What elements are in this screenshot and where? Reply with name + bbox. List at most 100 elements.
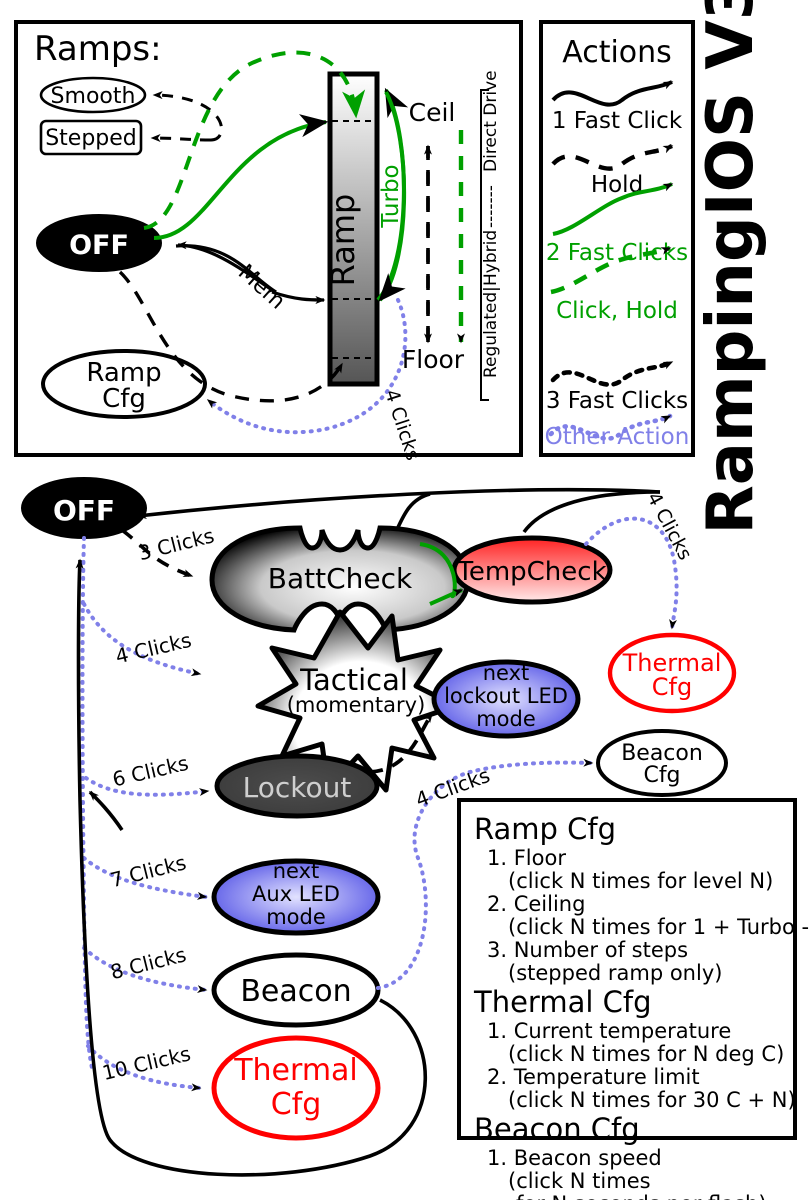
node-next-aux-led-line2: Aux LED [252, 882, 340, 906]
node-thermal-cfg-top-line1: Thermal [622, 649, 722, 677]
edge-turbo-down [378, 91, 407, 302]
node-beacon-cfg[interactable] [596, 729, 728, 797]
node-thermal-cfg-bottom-line1: Thermal [233, 1053, 358, 1088]
node-thermal-cfg-bottom[interactable] [211, 1035, 381, 1141]
edge-label-6clicks: 6 Clicks [110, 751, 191, 792]
drive-separator: | [481, 286, 501, 292]
node-next-lockout-led-line3: mode [476, 707, 536, 731]
node-beacon[interactable] [211, 952, 381, 1028]
edge-label-4clicks-ramp: 4 Clicks [380, 387, 424, 464]
edge-label-8clicks: 8 Clicks [108, 942, 189, 984]
node-tempcheck-label: TempCheck [456, 557, 606, 587]
node-off-ramps[interactable] [36, 214, 162, 272]
edge-off-to-lockout [84, 776, 210, 797]
actions-heading: Actions [562, 35, 672, 70]
cfg-heading-1: Thermal Cfg [473, 985, 652, 1019]
ramp-bar [327, 71, 380, 387]
cfg-heading-2: Beacon Cfg [474, 1112, 640, 1146]
node-off-main-label: OFF [53, 494, 115, 527]
node-battcheck-label: BattCheck [268, 562, 413, 595]
edge-beacon-to-beacon-cfg [376, 758, 594, 990]
edge-mem-to-ramp [271, 290, 326, 304]
cfg-sub-1-0: (click N times for N deg C) [508, 1042, 784, 1066]
cfg-box-content: Ramp Cfg 1. Floor (click N times for lev… [473, 812, 812, 1200]
node-next-aux-led-line1: next [273, 859, 320, 883]
edge-label-10clicks: 10 Clicks [100, 1041, 193, 1085]
ramps-heading: Ramps: [34, 29, 162, 69]
drive-scale-bracket [480, 89, 489, 401]
edge-label-4clicks-beacon: 4 Clicks [412, 763, 493, 812]
edge-bottom-return-to-off [75, 558, 428, 1177]
action-squiggle-5 [550, 359, 675, 387]
node-next-aux-led-line3: mode [266, 905, 326, 929]
action-squiggle-3 [552, 182, 674, 236]
edge-off-to-aux-led [82, 856, 208, 900]
drive-label-direct-drive: Direct Drive [481, 70, 501, 172]
cfg-item-0-1: 2. Ceiling [487, 892, 585, 916]
edge-label-4clicks-thermal: 4 Clicks [642, 489, 696, 564]
edge-off-to-tactical [82, 602, 202, 677]
cfg-heading-0: Ramp Cfg [474, 812, 616, 846]
axis-label-floor: Floor [402, 345, 465, 374]
page-title: RampingIOS V3 [694, 0, 768, 534]
action-squiggle-2 [551, 143, 674, 171]
edge-off-hold-to-ramp [118, 270, 344, 403]
edge-tempcheck-to-thermal-cfg [584, 516, 679, 630]
cfg-sub-0-1: (click N times for 1 + Turbo - N) [508, 915, 812, 939]
node-next-lockout-led[interactable] [431, 659, 581, 739]
node-lockout[interactable] [214, 753, 380, 819]
node-beacon-cfg-line1: Beacon [621, 741, 703, 766]
cfg-item-1-0: 1. Current temperature [487, 1019, 731, 1043]
edge-ramp-to-off-arrow [176, 241, 273, 292]
node-battcheck[interactable] [209, 525, 471, 633]
edge-to-smooth [152, 91, 224, 142]
node-thermal-cfg-top[interactable] [607, 632, 737, 714]
cfg-sub-0-2: (stepped ramp only) [508, 961, 722, 985]
edge-return-arrow-mid [88, 790, 124, 831]
edge-off-to-thermal-cfg [86, 1044, 202, 1092]
node-ramp-cfg-line1: Ramp [86, 358, 161, 388]
cfg-item-0-0: 1. Floor [487, 846, 566, 870]
edge-off-to-ramp-solid-green [153, 114, 329, 240]
action-label-1: 1 Fast Click [552, 108, 683, 134]
axis-label-ceil: Ceil [409, 98, 456, 127]
actions-panel-border [539, 20, 695, 457]
edge-battcheck-to-tempcheck-arrow [429, 588, 464, 606]
action-label-5: 3 Fast Clicks [546, 388, 688, 414]
edge-to-stepped [150, 134, 212, 143]
edge-label-mem: Mem [233, 260, 290, 315]
cfg-sub-1-1: (click N times for 30 C + N) [508, 1088, 796, 1112]
ramp-bar-label: Ramp [324, 194, 362, 287]
cfg-box-border [457, 798, 797, 1140]
node-next-aux-led[interactable] [211, 858, 381, 936]
drive-label-regulated: Regulated [481, 292, 501, 378]
edge-lockout-to-next-lockout-led [369, 712, 434, 774]
node-tactical-label-line1: Tactical [299, 663, 408, 697]
edge-label-4clicks-tactical: 4 Clicks [113, 628, 194, 669]
drive-label-hybrid: Hybrid [481, 230, 501, 286]
action-squiggle-6 [548, 413, 673, 441]
node-beacon-cfg-line2: Cfg [643, 763, 680, 788]
cfg-item-0-2: 3. Number of steps [487, 938, 688, 962]
cfg-sub-2-0b: for N seconds per flash) [516, 1192, 767, 1200]
action-label-6: Other Action [545, 424, 690, 450]
node-tactical-label-line2: (momentary) [287, 693, 426, 717]
edge-off-to-beacon [82, 946, 208, 994]
edge-return-to-off-top [136, 487, 661, 520]
node-ramp-cfg-line2: Cfg [102, 384, 146, 414]
cfg-item-2-0: 1. Beacon speed [487, 1146, 662, 1170]
edge-off-to-battcheck [120, 528, 194, 578]
node-thermal-cfg-top-line2: Cfg [652, 673, 692, 701]
node-lockout-label: Lockout [243, 771, 352, 804]
cfg-item-1-1: 2. Temperature limit [487, 1065, 700, 1089]
action-label-4: Click, Hold [556, 298, 678, 324]
edge-label-turbo: Turbo [378, 164, 404, 228]
node-stepped[interactable] [39, 119, 143, 156]
node-smooth[interactable] [39, 76, 147, 114]
edge-label-3clicks-text: 3 Clicks [136, 523, 217, 565]
node-off-ramps-label: OFF [69, 230, 129, 261]
node-smooth-label: Smooth [51, 84, 136, 109]
node-ramp-cfg[interactable] [41, 349, 207, 419]
node-tactical[interactable] [255, 609, 459, 793]
action-label-3: 2 Fast Clicks [546, 240, 688, 266]
